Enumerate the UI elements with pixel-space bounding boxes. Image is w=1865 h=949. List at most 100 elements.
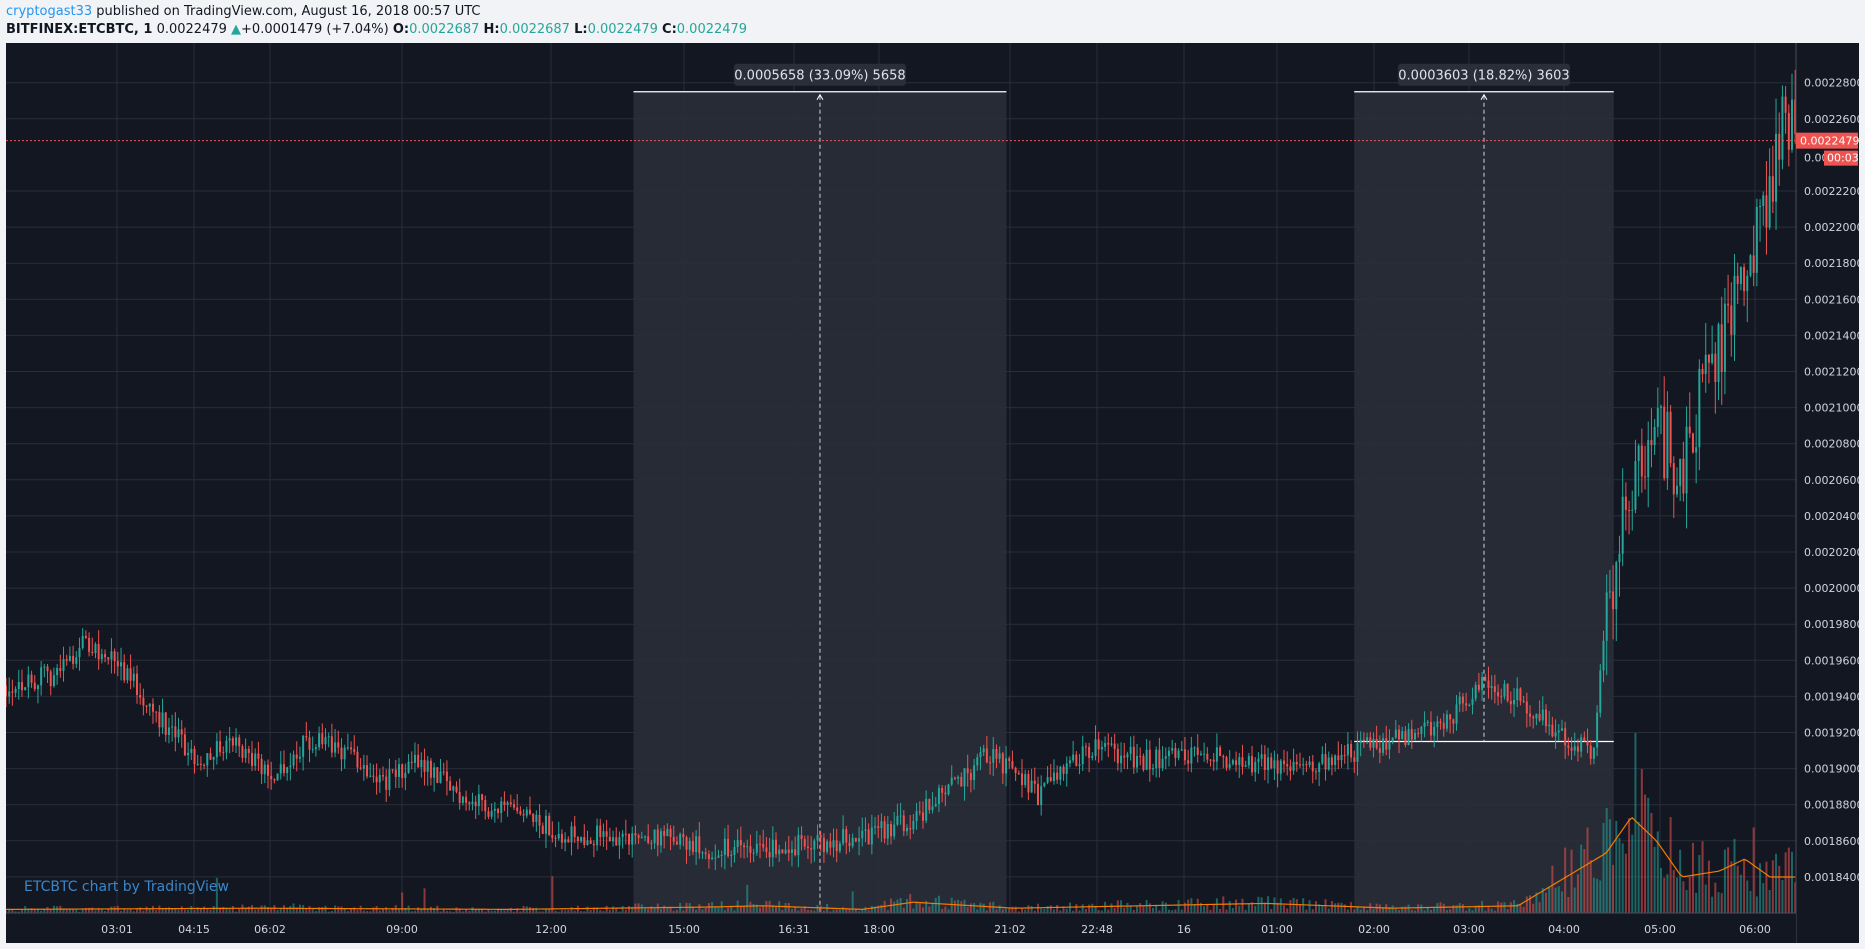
time-tick-label: 18:00 [863, 923, 895, 936]
candle-body [762, 843, 765, 848]
candle-body [1145, 749, 1148, 770]
candle-body [883, 821, 886, 839]
volume-bar [1375, 903, 1378, 913]
countdown-label: 00:03 [1827, 152, 1859, 165]
candle-body [765, 847, 768, 853]
volume-bar [1263, 902, 1266, 913]
open-label: O: [392, 22, 410, 37]
candle-body [1544, 709, 1547, 727]
volume-bar [1605, 807, 1608, 913]
candle-body [631, 833, 634, 845]
volume-bar [1353, 909, 1356, 913]
candle-body [420, 759, 423, 768]
volume-bar [1209, 909, 1212, 913]
volume-bar [960, 901, 963, 913]
volume-bar [675, 910, 678, 913]
candle-body [1413, 733, 1416, 740]
candle-body [1445, 714, 1448, 729]
volume-bar [1509, 902, 1512, 913]
close-label: C: [662, 22, 677, 37]
candle-body [1570, 747, 1573, 751]
candle-body [190, 748, 193, 753]
candle-body [1318, 763, 1321, 773]
volume-bar [592, 907, 595, 913]
candle-body [1219, 747, 1222, 757]
volume-bar [915, 901, 918, 913]
volume-bar [1036, 903, 1039, 913]
volume-bar [1583, 849, 1586, 913]
candle-body [1637, 445, 1640, 462]
volume-bar [1273, 897, 1276, 913]
volume-bar [752, 904, 755, 913]
volume-bar [672, 911, 675, 913]
volume-bar [1072, 910, 1075, 913]
symbol-name[interactable]: BITFINEX:ETCBTC, 1 [6, 22, 153, 37]
volume-bar [1068, 902, 1071, 913]
volume-bar [219, 907, 222, 913]
volume-bar [1522, 906, 1525, 913]
volume-bar [8, 908, 11, 913]
candle-body [541, 825, 544, 834]
volume-bar [190, 905, 193, 913]
candle-body [78, 647, 81, 658]
candle-body [1749, 255, 1752, 276]
candle-body [675, 841, 678, 845]
price-chart[interactable]: 0.0005658 (33.09%) 5658 0.0003603 (18.82%… [6, 43, 1859, 943]
candle-body [282, 764, 285, 774]
candle-series[interactable] [6, 69, 1797, 870]
volume-bar [183, 909, 186, 913]
volume-bar [564, 910, 567, 913]
countdown-bg [1824, 150, 1858, 166]
candle-body [161, 712, 164, 728]
price-axis[interactable] [1796, 43, 1859, 943]
candle-body [1391, 737, 1394, 742]
candle-body [1775, 133, 1778, 202]
volume-bar [1592, 877, 1595, 913]
volume-bar [605, 905, 608, 913]
volume-bar [557, 911, 560, 913]
candle-body [861, 830, 864, 839]
volume-bar [6, 910, 7, 913]
candle-body [902, 815, 905, 832]
volume-bar [567, 910, 570, 913]
low-label: L: [574, 22, 588, 37]
volume-bar [1695, 892, 1698, 913]
candle-body [17, 682, 20, 689]
candle-body [1449, 714, 1452, 720]
candle-body [474, 801, 477, 807]
author-link[interactable]: cryptogast33 [6, 4, 93, 19]
candle-body [1180, 749, 1183, 751]
volume-bar [135, 909, 138, 913]
volume-bar [1292, 897, 1295, 913]
candle-body [1784, 96, 1787, 113]
candle-body [554, 837, 557, 839]
volume-bar [1733, 838, 1736, 913]
candle-body [1148, 749, 1151, 770]
candle-body [1228, 763, 1231, 768]
candle-body [618, 837, 621, 846]
candle-body [24, 687, 27, 691]
candle-body [1276, 760, 1279, 774]
watermark-text: ETCBTC chart by TradingView [24, 879, 229, 895]
volume-bar [1225, 909, 1228, 913]
volume-bar [445, 911, 448, 913]
volume-bar [759, 907, 762, 913]
volume-bar [1503, 902, 1506, 913]
candle-body [1359, 739, 1362, 744]
candle-body [477, 794, 480, 807]
candle-body [570, 826, 573, 843]
candle-body [436, 767, 439, 783]
volume-bar [1276, 902, 1279, 913]
volume-bar [235, 911, 238, 913]
candle-body [1046, 777, 1049, 783]
volume-bar [544, 909, 547, 913]
volume-bar [1704, 884, 1707, 913]
measure-tools[interactable]: 0.0005658 (33.09%) 5658 0.0003603 (18.82%… [633, 63, 1614, 913]
time-axis[interactable] [6, 913, 1796, 943]
candle-body [778, 849, 781, 855]
candle-body [985, 748, 988, 763]
volume-bar [717, 906, 720, 913]
measure-label-bg [1397, 63, 1570, 86]
candle-body [685, 837, 688, 850]
volume-bar [1442, 903, 1445, 913]
